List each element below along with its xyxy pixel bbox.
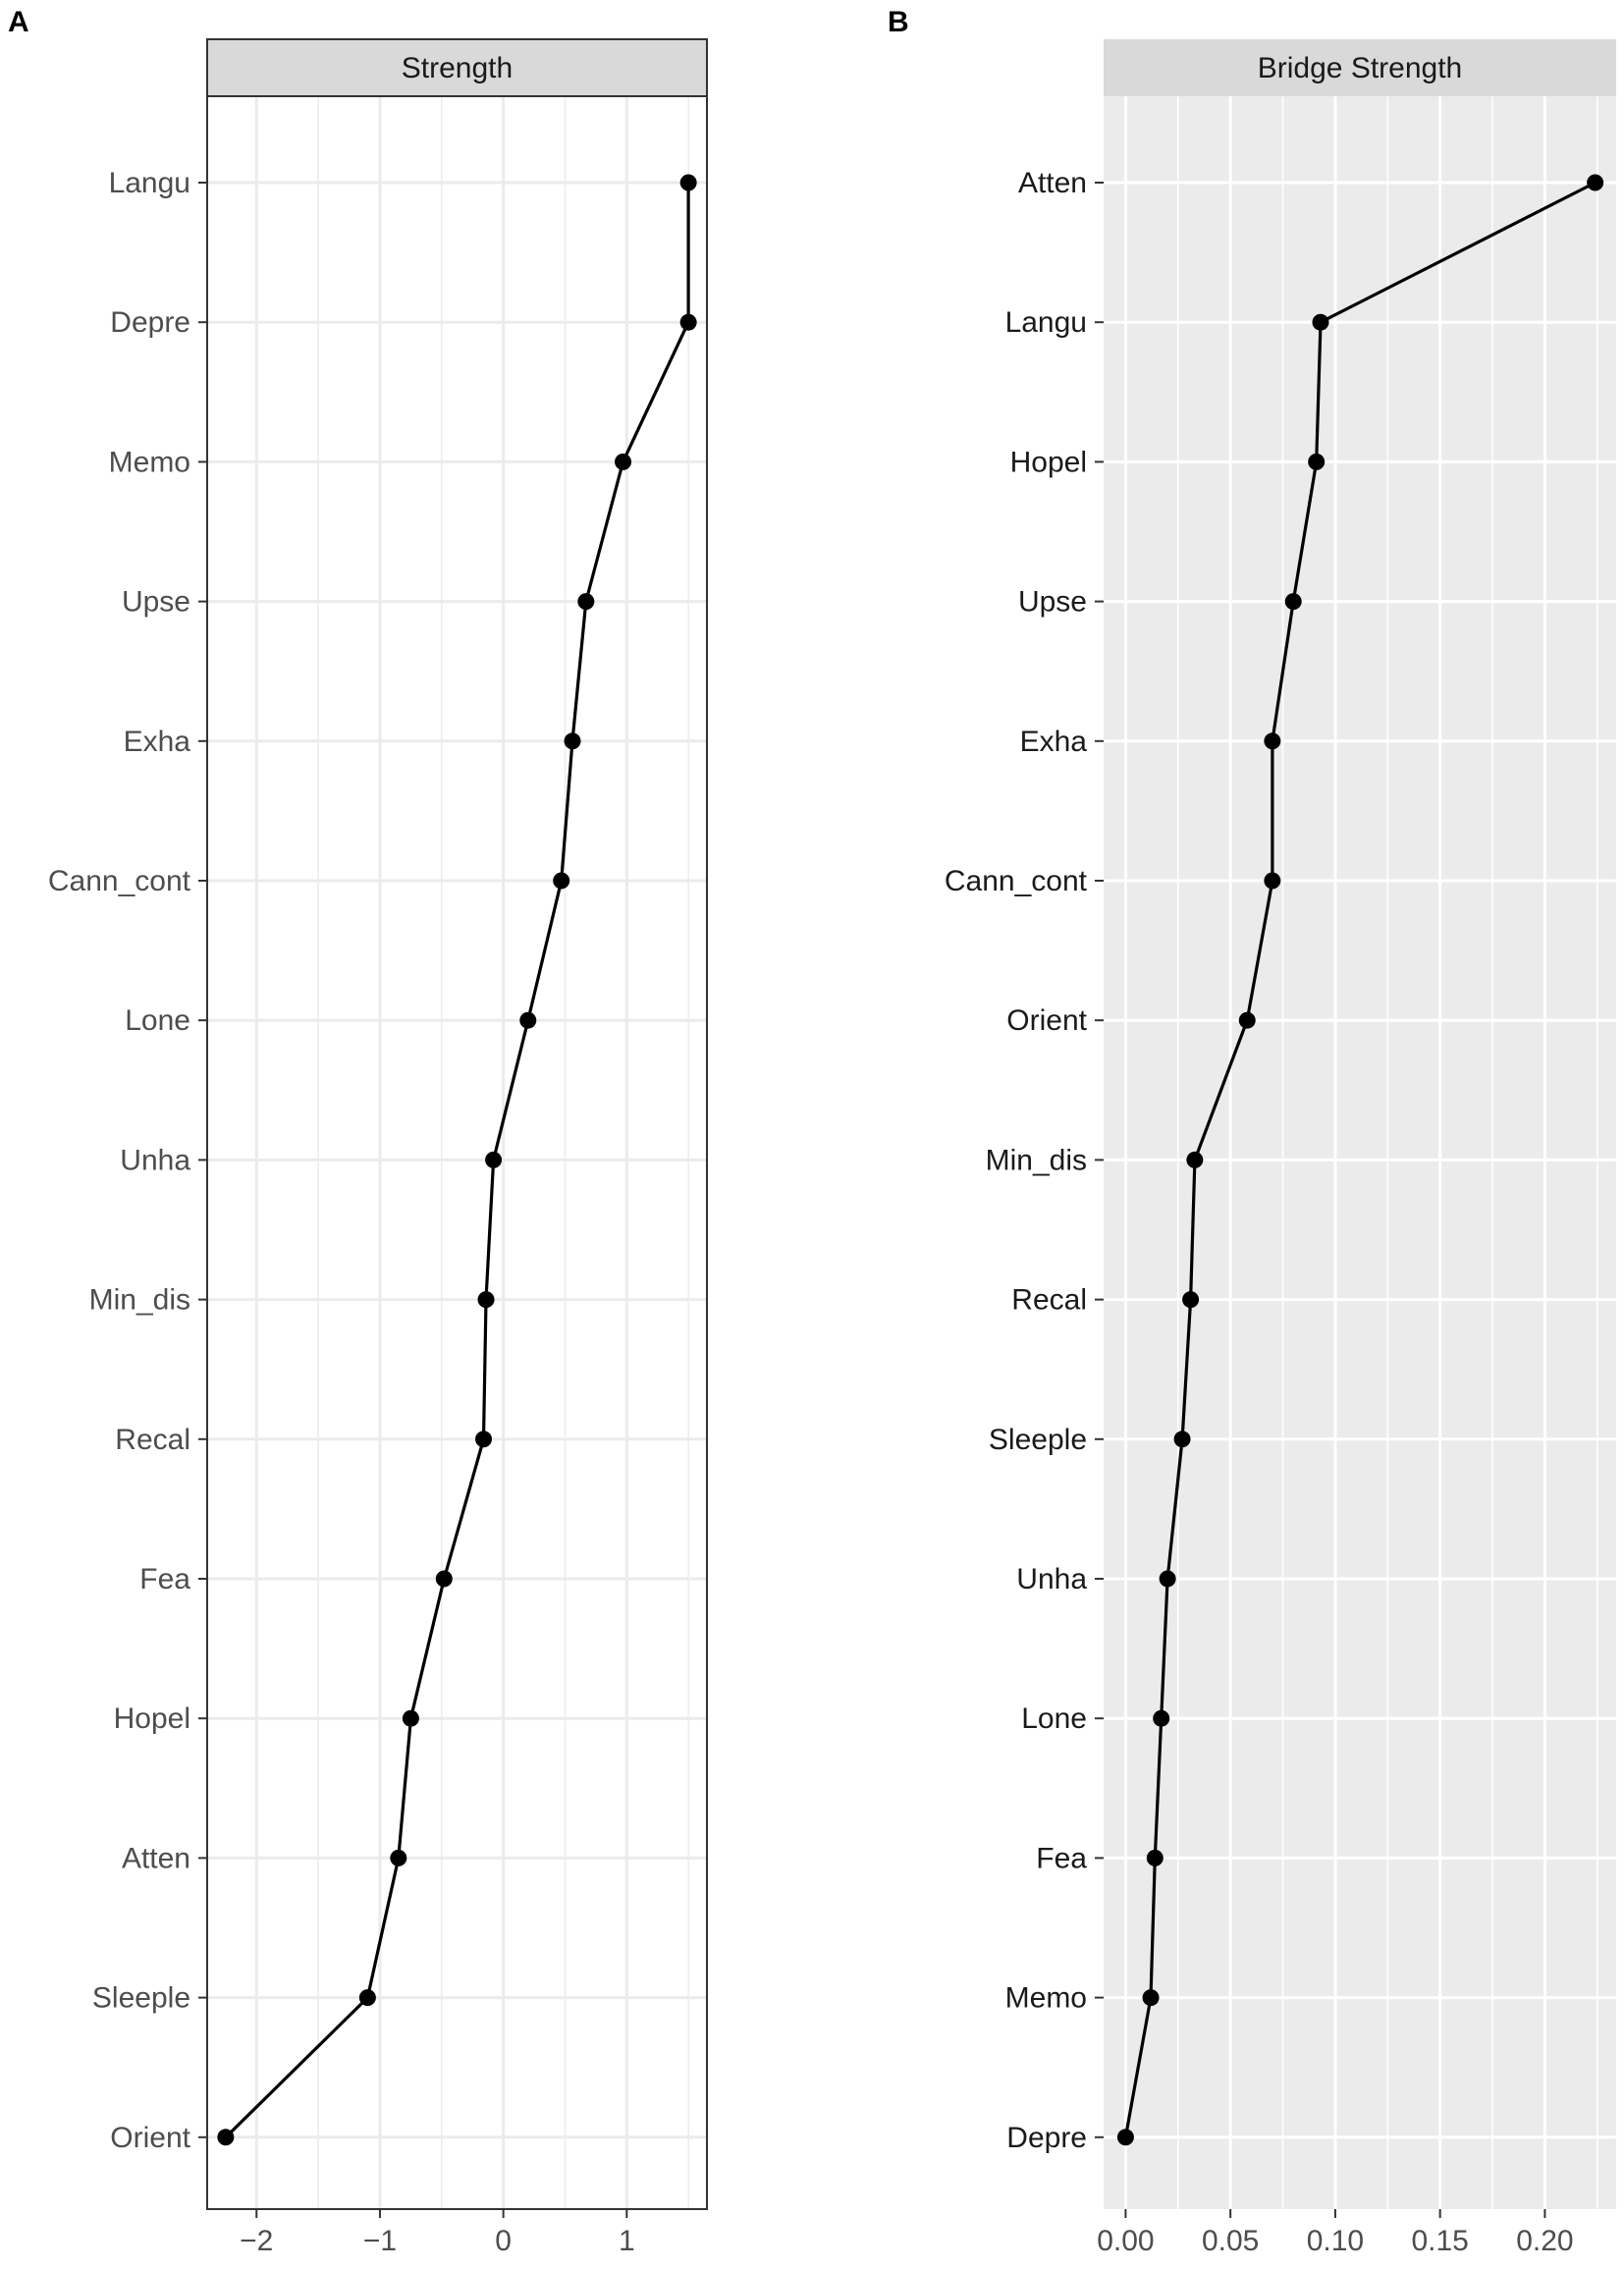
panel-title: Strength xyxy=(402,52,513,84)
x-tick-label: 0.10 xyxy=(1307,2225,1364,2257)
data-point-atten xyxy=(1587,174,1604,191)
data-point-unha xyxy=(485,1151,503,1168)
data-point-fea xyxy=(1146,1849,1164,1866)
data-point-min-dis xyxy=(1186,1151,1204,1168)
category-label: Fea xyxy=(1036,1842,1087,1874)
bridge-strength-panel: B Bridge Strength Atten Langu Hopel Upse Exha C… xyxy=(888,6,1616,2257)
category-label: Depre xyxy=(1006,2122,1087,2154)
data-point-lone xyxy=(1153,1709,1170,1727)
strength-panel: A Strength Langu Depre Memo Upse Exha Cann_cont… xyxy=(8,6,708,2257)
category-label: Orient xyxy=(110,2122,190,2154)
data-point-sleeple xyxy=(358,1989,376,2007)
data-point-lone xyxy=(519,1011,537,1029)
data-point-langu xyxy=(1312,313,1329,331)
data-point-depre xyxy=(1116,2129,1134,2146)
category-label: Memo xyxy=(109,446,190,478)
category-label: Lone xyxy=(1021,1702,1087,1735)
category-label: Hopel xyxy=(1010,446,1087,478)
x-tick-label: 0.05 xyxy=(1202,2225,1259,2257)
x-tick-label: 0.15 xyxy=(1411,2225,1468,2257)
panel-letter: B xyxy=(888,6,909,38)
category-label: Langu xyxy=(109,167,190,199)
category-label: Upse xyxy=(1018,586,1087,619)
data-point-sleeple xyxy=(1173,1431,1191,1448)
data-point-recal xyxy=(475,1431,493,1448)
data-point-recal xyxy=(1182,1291,1200,1309)
category-label: Atten xyxy=(1018,167,1087,199)
panel-title: Bridge Strength xyxy=(1258,52,1462,84)
data-point-depre xyxy=(679,313,697,331)
data-point-unha xyxy=(1159,1570,1176,1588)
category-label: Sleeple xyxy=(92,1982,190,2015)
data-point-fea xyxy=(435,1570,453,1588)
data-point-exha xyxy=(564,732,581,750)
data-point-orient xyxy=(1238,1011,1256,1029)
panel-letter: A xyxy=(8,6,29,38)
category-label: Cann_cont xyxy=(48,865,191,897)
data-point-hopel xyxy=(1308,453,1326,470)
category-label: Min_dis xyxy=(986,1144,1087,1176)
plot-background xyxy=(207,96,707,2209)
category-label: Exha xyxy=(124,726,191,758)
category-label: Atten xyxy=(122,1842,190,1874)
category-label: Depre xyxy=(110,306,190,339)
x-tick-label: −2 xyxy=(240,2225,273,2257)
data-point-cann-cont xyxy=(1264,872,1281,890)
category-label: Orient xyxy=(1006,1004,1087,1037)
category-label: Langu xyxy=(1005,306,1087,339)
category-label: Cann_cont xyxy=(945,865,1088,897)
category-label: Min_dis xyxy=(89,1284,190,1317)
data-point-langu xyxy=(679,174,697,191)
data-point-hopel xyxy=(402,1709,419,1727)
data-point-orient xyxy=(217,2129,235,2146)
strip-background xyxy=(206,38,708,97)
category-label: Upse xyxy=(122,586,190,619)
x-tick-label: −1 xyxy=(363,2225,397,2257)
data-point-exha xyxy=(1264,732,1281,750)
category-label: Recal xyxy=(115,1424,190,1456)
category-label: Unha xyxy=(120,1144,190,1176)
data-point-upse xyxy=(1284,593,1302,611)
data-point-min-dis xyxy=(477,1291,495,1309)
plot-border xyxy=(206,95,708,2210)
data-point-upse xyxy=(577,593,595,611)
category-label: Fea xyxy=(139,1563,190,1595)
data-point-memo xyxy=(615,453,632,470)
strip-background xyxy=(1104,39,1616,96)
category-label: Memo xyxy=(1005,1982,1087,2015)
x-tick-label: 0 xyxy=(495,2225,512,2257)
category-label: Lone xyxy=(125,1004,190,1037)
category-label: Exha xyxy=(1020,726,1088,758)
x-tick-label: 1 xyxy=(619,2225,635,2257)
data-point-atten xyxy=(390,1849,407,1866)
x-tick-label: 0.00 xyxy=(1097,2225,1154,2257)
category-label: Hopel xyxy=(114,1702,190,1735)
category-label: Recal xyxy=(1011,1284,1087,1317)
data-point-memo xyxy=(1142,1989,1160,2007)
category-label: Sleeple xyxy=(989,1424,1087,1456)
category-label: Unha xyxy=(1016,1563,1087,1595)
plot-background xyxy=(1104,96,1616,2209)
x-tick-label: 0.20 xyxy=(1516,2225,1573,2257)
data-point-cann-cont xyxy=(553,872,570,890)
